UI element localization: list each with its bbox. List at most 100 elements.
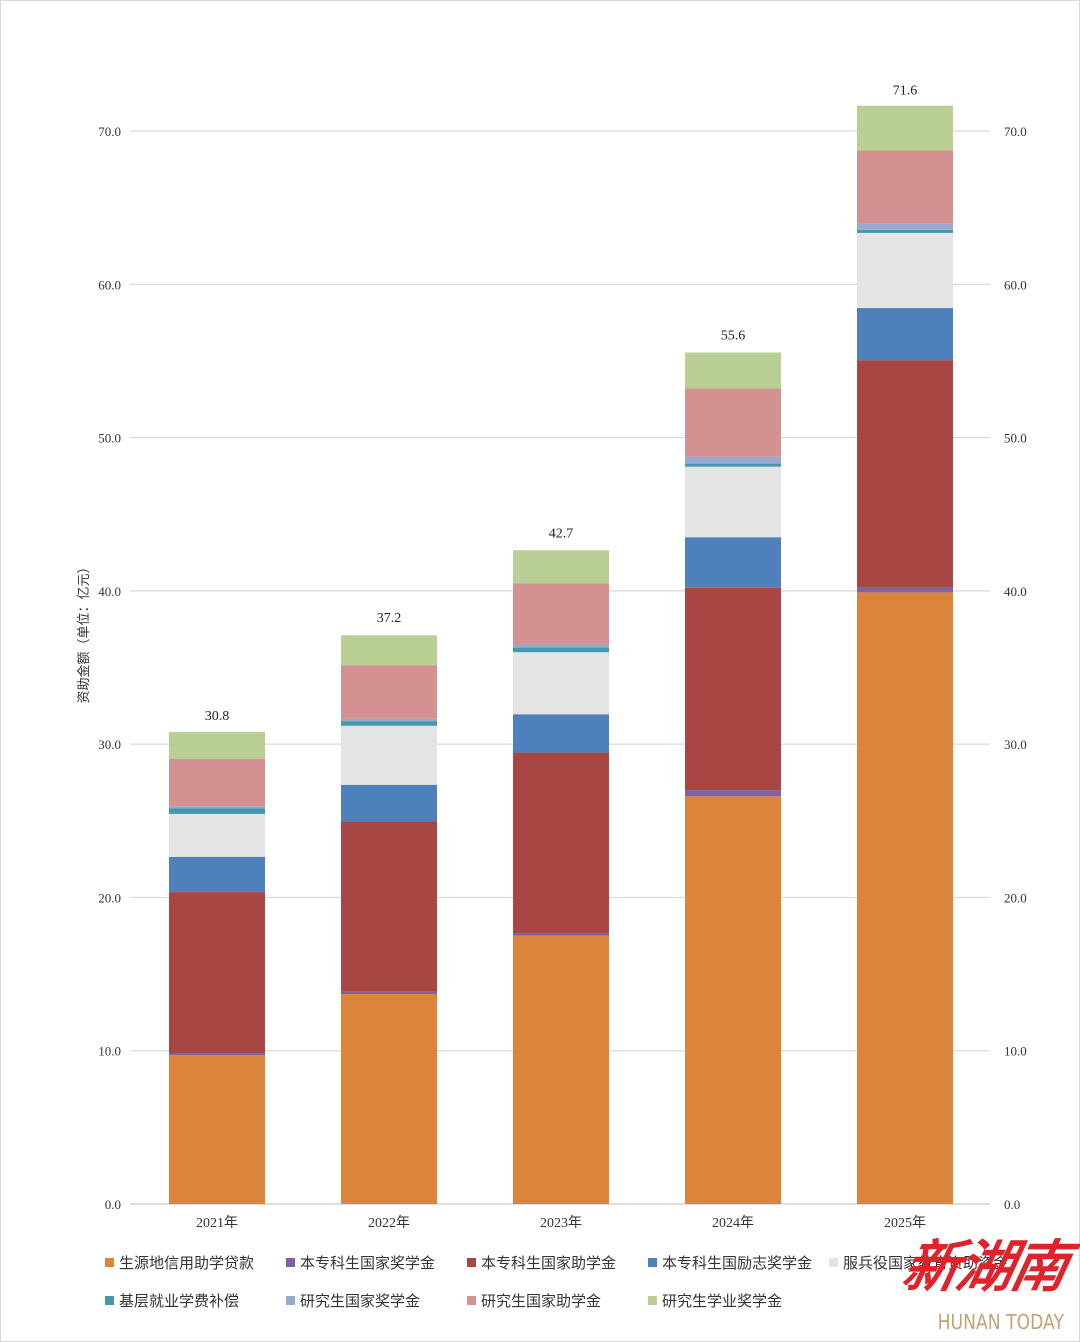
y-tick-label-left: 30.0 xyxy=(98,737,121,752)
logo-chinese-text: 新湖南 xyxy=(896,1234,1074,1300)
bar-segment xyxy=(685,587,781,791)
y-tick-label-left: 70.0 xyxy=(98,124,121,139)
legend-swatch xyxy=(467,1257,476,1267)
y-tick-label-right: 50.0 xyxy=(1004,431,1027,446)
legend-item: 研究生学业奖学金 xyxy=(648,1290,829,1311)
bar-segment xyxy=(857,308,953,361)
bar-segment xyxy=(513,752,609,934)
logo-english-text: HUNAN TODAY xyxy=(937,1310,1064,1334)
y-tick-label-left: 20.0 xyxy=(98,890,121,905)
total-label: 55.6 xyxy=(721,329,746,344)
bar-segment xyxy=(513,935,609,1204)
y-tick-label-right: 20.0 xyxy=(1004,890,1027,905)
bar-segment xyxy=(857,360,953,588)
bar-segment xyxy=(169,856,265,893)
bar-segment xyxy=(513,933,609,936)
legend-swatch xyxy=(829,1257,838,1267)
bar-segment xyxy=(857,105,953,151)
bar-segment xyxy=(341,721,437,726)
legend-item: 生源地信用助学贷款 xyxy=(105,1252,286,1273)
legend-label: 服兵役国家教育资助资金 xyxy=(843,1255,1009,1272)
bar-segment xyxy=(857,587,953,593)
bar-segment xyxy=(685,466,781,538)
bar-segment xyxy=(685,796,781,1204)
y-axis-left: 0.0 10.0 20.0 30.0 40.0 50.0 60.0 70.0 xyxy=(98,124,121,1212)
legend-swatch xyxy=(648,1295,657,1305)
legend: 生源地信用助学贷款 本专科生国家奖学金 本专科生国家助学金 本专科生国励志奖学金 服兵役… xyxy=(105,1243,1065,1319)
legend-row: 基层就业学费补偿 研究生国家奖学金 研究生国家助学金 研究生学业奖学金 xyxy=(105,1281,1065,1319)
y-tick-label-left: 10.0 xyxy=(98,1044,121,1059)
legend-item: 研究生国家助学金 xyxy=(467,1290,648,1311)
total-label: 42.7 xyxy=(549,526,574,541)
y-tick-label-left: 0.0 xyxy=(105,1197,121,1212)
legend-label: 生源地信用助学贷款 xyxy=(119,1255,255,1272)
total-label: 37.2 xyxy=(377,611,402,626)
bar-stack xyxy=(169,731,265,1204)
legend-item: 研究生国家奖学金 xyxy=(286,1290,467,1311)
bar-segment xyxy=(169,808,265,814)
bar-segment xyxy=(513,647,609,653)
legend-item: 服兵役国家教育资助资金 xyxy=(829,1252,1010,1273)
bar-segment xyxy=(169,1053,265,1056)
bar-segment xyxy=(685,456,781,464)
bar-segment xyxy=(169,806,265,809)
x-tick-label: 2025年 xyxy=(884,1215,926,1231)
bar-segment xyxy=(857,232,953,309)
y-tick-label-left: 60.0 xyxy=(98,277,121,292)
bar-segment xyxy=(169,892,265,1054)
legend-swatch xyxy=(286,1257,295,1267)
legend-label: 研究生国家奖学金 xyxy=(300,1293,421,1310)
bar-segment xyxy=(169,1055,265,1204)
bars xyxy=(169,105,953,1204)
stacked-bar-chart: 0.0 10.0 20.0 30.0 40.0 50.0 60.0 70.0 0.0 10.0 2… xyxy=(76,83,1027,1231)
bar-segment xyxy=(341,991,437,994)
bar-segment xyxy=(341,718,437,722)
legend-label: 基层就业学费补偿 xyxy=(119,1293,240,1310)
bar-segment xyxy=(857,592,953,1204)
y-tick-label-left: 50.0 xyxy=(98,431,121,446)
bar-segment xyxy=(685,388,781,457)
legend-item: 基层就业学费补偿 xyxy=(105,1290,286,1311)
legend-item: 本专科生国家助学金 xyxy=(467,1252,648,1273)
total-label: 71.6 xyxy=(893,83,918,98)
legend-swatch xyxy=(286,1295,295,1305)
bar-segment xyxy=(857,223,953,230)
legend-swatch xyxy=(467,1295,476,1305)
bar-segment xyxy=(169,813,265,857)
bar-segment xyxy=(513,714,609,753)
bar-segment xyxy=(857,229,953,233)
y-tick-label-right: 10.0 xyxy=(1004,1044,1027,1059)
y-tick-label-right: 70.0 xyxy=(1004,124,1027,139)
bar-segment xyxy=(341,993,437,1204)
hunan-today-logo: 新湖南 HUNAN TODAY xyxy=(886,1232,1073,1342)
bar-segment xyxy=(685,463,781,467)
legend-row: 生源地信用助学贷款 本专科生国家奖学金 本专科生国家助学金 本专科生国励志奖学金 服兵役… xyxy=(105,1243,1065,1281)
bar-segment xyxy=(513,644,609,648)
bar-segment xyxy=(341,784,437,822)
y-tick-label-right: 0.0 xyxy=(1004,1197,1020,1212)
legend-item: 本专科生国励志奖学金 xyxy=(648,1252,829,1273)
y-axis-right: 0.0 10.0 20.0 30.0 40.0 50.0 60.0 70.0 xyxy=(1004,124,1027,1212)
legend-swatch xyxy=(105,1257,114,1267)
bar-segment xyxy=(685,352,781,389)
bar-segment xyxy=(341,665,437,719)
bar-segment xyxy=(857,150,953,224)
x-tick-label: 2024年 xyxy=(712,1215,754,1231)
legend-label: 研究生学业奖学金 xyxy=(662,1293,783,1310)
bar-stack xyxy=(685,352,781,1204)
y-axis-label: 资助金额（单位：亿元） xyxy=(76,560,91,703)
bar-segment xyxy=(169,758,265,807)
bar-segment xyxy=(341,725,437,785)
y-tick-label-right: 40.0 xyxy=(1004,584,1027,599)
legend-item: 本专科生国家奖学金 xyxy=(286,1252,467,1273)
legend-label: 本专科生国励志奖学金 xyxy=(662,1255,813,1272)
bar-stack xyxy=(341,635,437,1204)
x-axis: 2021年 2022年 2023年 2024年 2025年 xyxy=(196,1215,926,1231)
bar-segment xyxy=(685,537,781,588)
x-tick-label: 2022年 xyxy=(368,1215,410,1231)
legend-swatch xyxy=(648,1257,657,1267)
legend-label: 本专科生国家奖学金 xyxy=(300,1255,436,1272)
bar-stack xyxy=(857,105,953,1204)
total-labels: 30.8 37.2 42.7 55.6 71.6 xyxy=(205,83,918,723)
bar-stack xyxy=(513,550,609,1204)
